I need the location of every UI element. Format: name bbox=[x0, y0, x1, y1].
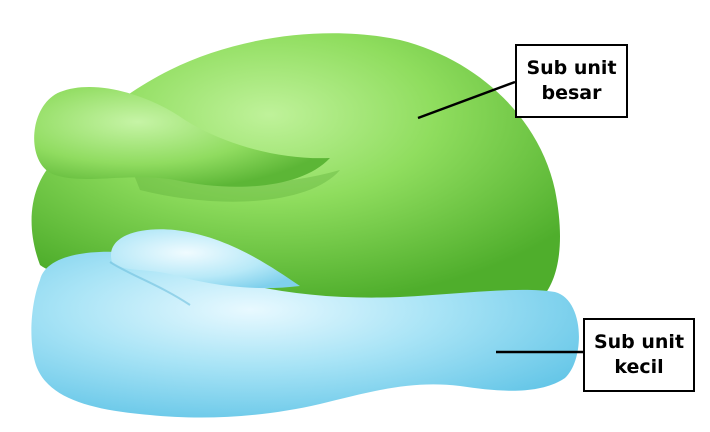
small-subunit-label-line1: Sub unit bbox=[593, 331, 685, 353]
small-subunit-crease bbox=[109, 261, 191, 306]
small-subunit bbox=[31, 229, 579, 418]
small-subunit-label: Sub unit kecil bbox=[583, 318, 695, 392]
small-subunit-lobe bbox=[110, 229, 300, 289]
small-subunit-label-line2: kecil bbox=[614, 356, 664, 378]
large-subunit-pointer bbox=[417, 80, 516, 120]
large-subunit-label-line2: besar bbox=[541, 82, 602, 104]
large-subunit-knob bbox=[34, 86, 331, 187]
large-subunit-label-line1: Sub unit bbox=[526, 57, 617, 79]
large-subunit-label: Sub unit besar bbox=[515, 44, 628, 118]
